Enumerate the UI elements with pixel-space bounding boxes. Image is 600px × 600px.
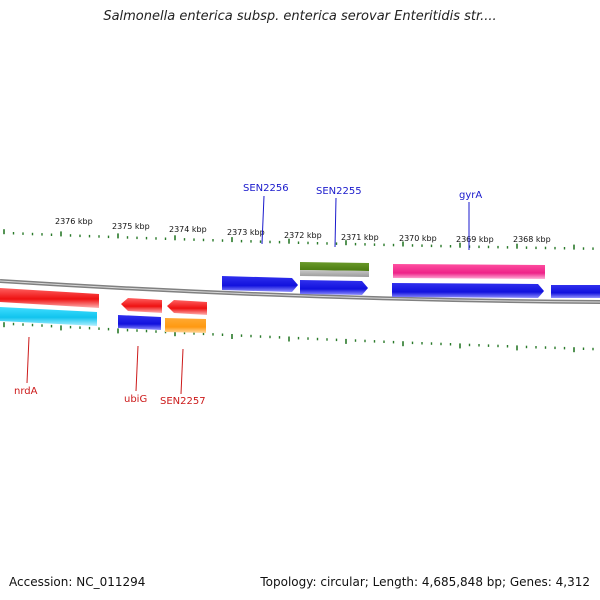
gene-ubiG-blue[interactable] bbox=[118, 315, 161, 330]
position-label: 2368 kbp bbox=[513, 235, 551, 244]
position-label: 2371 kbp bbox=[341, 233, 379, 242]
position-label: 2373 kbp bbox=[227, 228, 265, 237]
position-label: 2372 kbp bbox=[284, 231, 322, 240]
gene-gyrA-pink[interactable] bbox=[393, 264, 545, 279]
gene-label-text: SEN2257 bbox=[160, 396, 206, 407]
position-label: 2370 kbp bbox=[399, 234, 437, 243]
gene-label-nrdA[interactable]: nrdA bbox=[14, 336, 38, 397]
gene-ubiG[interactable] bbox=[121, 298, 162, 313]
gene-SEN2255-gray[interactable] bbox=[300, 270, 369, 277]
position-label: 2374 kbp bbox=[169, 225, 207, 234]
gene-label-SEN2257[interactable]: SEN2257 bbox=[160, 348, 206, 407]
gene-label-text: SEN2255 bbox=[316, 186, 362, 197]
gene-label-text: nrdA bbox=[14, 386, 38, 397]
gene-SEN2257[interactable] bbox=[167, 300, 207, 315]
position-labels: 2376 kbp 2375 kbp 2374 kbp 2373 kbp 2372… bbox=[55, 217, 551, 244]
position-label: 2375 kbp bbox=[112, 222, 150, 231]
genome-summary-text: Topology: circular; Length: 4,685,848 bp… bbox=[260, 575, 590, 589]
gene-nrdA[interactable] bbox=[0, 288, 99, 308]
position-label: 2369 kbp bbox=[456, 235, 494, 244]
gene-label-SEN2255[interactable]: SEN2255 bbox=[316, 186, 362, 248]
gene-gyrA[interactable] bbox=[392, 283, 544, 298]
gene-next-blue[interactable] bbox=[551, 285, 600, 298]
accession-text: Accession: NC_011294 bbox=[9, 575, 146, 589]
lower-tick-track bbox=[3, 322, 594, 353]
genome-title: Salmonella enterica subsp. enterica sero… bbox=[103, 9, 497, 24]
gene-label-SEN2256[interactable]: SEN2256 bbox=[243, 183, 289, 245]
position-label: 2376 kbp bbox=[55, 217, 93, 226]
genome-backbone-highlight bbox=[0, 280, 600, 303]
gene-nrdB-cyan[interactable] bbox=[0, 307, 97, 326]
gene-SEN2255[interactable] bbox=[300, 280, 368, 295]
gene-SEN2255-green[interactable] bbox=[300, 262, 369, 271]
gene-label-text: SEN2256 bbox=[243, 183, 289, 194]
gene-SEN2257-orange[interactable] bbox=[165, 318, 206, 333]
gene-label-gyrA[interactable]: gyrA bbox=[459, 190, 482, 250]
gene-label-text: gyrA bbox=[459, 190, 482, 201]
gene-label-ubiG[interactable]: ubiG bbox=[124, 345, 147, 405]
upper-tick-track bbox=[3, 229, 594, 250]
gene-label-text: ubiG bbox=[124, 394, 147, 405]
gene-SEN2256[interactable] bbox=[222, 276, 298, 292]
